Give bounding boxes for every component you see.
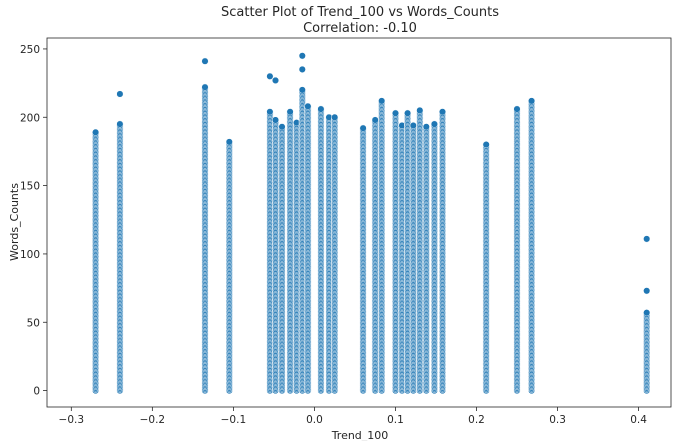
data-point — [409, 121, 417, 130]
data-point — [201, 83, 209, 91]
data-point — [225, 138, 233, 146]
data-point — [331, 113, 339, 121]
data-point — [278, 123, 286, 131]
chart-subtitle: Correlation: -0.10 — [303, 21, 417, 36]
data-point — [116, 120, 124, 128]
scatter-points — [92, 52, 651, 395]
data-point — [359, 124, 367, 132]
data-point — [391, 109, 400, 117]
data-point — [271, 116, 280, 124]
data-point — [298, 86, 306, 94]
data-point — [317, 105, 325, 113]
data-point — [266, 108, 274, 116]
data-point — [304, 102, 312, 110]
data-point — [378, 97, 386, 105]
data-point — [371, 116, 379, 124]
chart-title: Scatter Plot of Trend_100 vs Words_Count… — [221, 5, 499, 20]
data-point — [92, 128, 100, 136]
data-point — [430, 120, 438, 128]
data-point — [286, 108, 294, 116]
data-point — [404, 109, 412, 117]
data-point — [416, 106, 424, 114]
data-point — [422, 123, 430, 131]
